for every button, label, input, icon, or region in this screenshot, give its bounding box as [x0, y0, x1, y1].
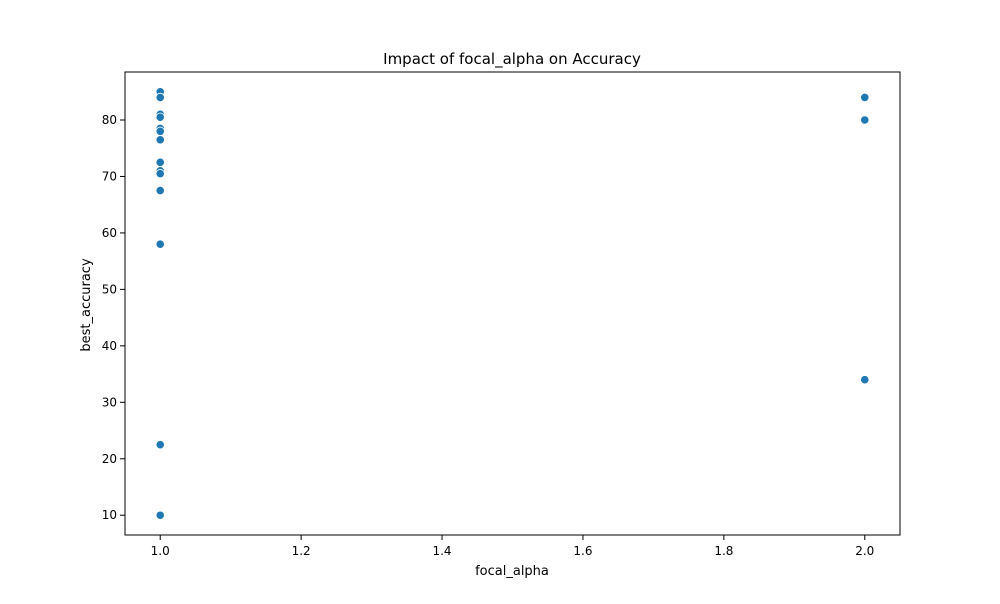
x-axis-label: focal_alpha: [475, 564, 549, 579]
y-tick-label: 60: [102, 226, 117, 240]
data-point: [155, 510, 165, 520]
y-tick-label: 20: [102, 452, 117, 466]
data-point: [155, 185, 165, 196]
data-point: [155, 92, 165, 103]
data-point: [155, 239, 165, 249]
y-tick-label: 30: [102, 395, 117, 409]
y-tick-label: 50: [102, 282, 117, 296]
x-tick-label: 1.6: [573, 544, 592, 558]
y-tick-label: 80: [102, 113, 117, 127]
chart-title: Impact of focal_alpha on Accuracy: [383, 50, 641, 69]
data-point: [860, 92, 870, 103]
data-point: [155, 112, 165, 122]
data-point: [155, 135, 165, 145]
data-point: [155, 440, 165, 450]
data-point: [155, 169, 165, 179]
x-tick-label: 1.2: [292, 544, 311, 558]
y-axis-label: best_accuracy: [79, 258, 94, 352]
y-tick-label: 10: [102, 508, 117, 522]
axes-frame: [124, 71, 901, 536]
x-tick-label: 1.8: [714, 544, 733, 558]
plot-area: 1.0 1.2 1.4 1.6 1.8 2.0 10 20 30 40 50 60 70 80: [102, 71, 901, 558]
data-point: [860, 115, 870, 125]
data-point: [860, 375, 870, 385]
y-tick-label: 40: [102, 339, 117, 353]
data-point: [155, 157, 165, 167]
data-point: [155, 126, 165, 136]
x-tick-label: 2.0: [855, 544, 874, 558]
x-tick-label: 1.4: [432, 544, 451, 558]
x-tick-label: 1.0: [151, 544, 170, 558]
y-tick-label: 70: [102, 169, 117, 183]
